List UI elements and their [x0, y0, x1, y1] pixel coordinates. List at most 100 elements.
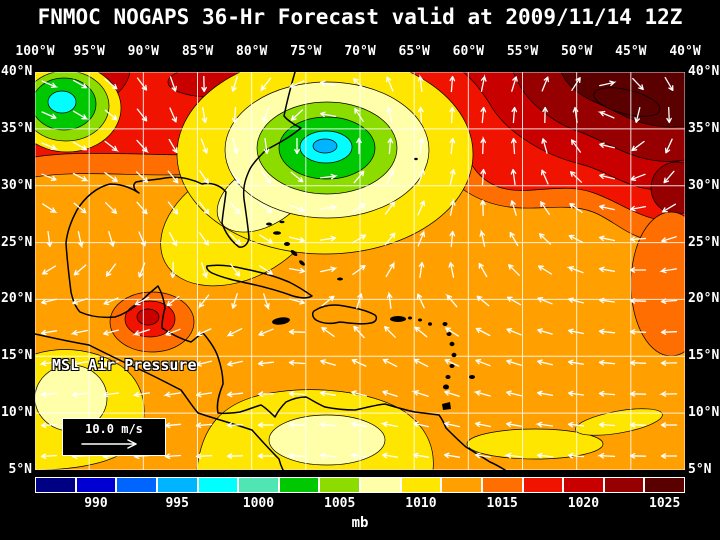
wind-arrow-icon [354, 108, 364, 122]
wind-arrow-icon [660, 329, 678, 335]
wind-arrow-icon [230, 170, 240, 184]
wind-arrow-icon [660, 360, 678, 366]
wind-arrow-icon [138, 262, 146, 278]
wind-arrow-icon [569, 171, 583, 183]
colorbar-segment [278, 477, 320, 493]
wind-arrow-icon [598, 266, 616, 273]
colorbar-tick-label: 1025 [649, 496, 681, 511]
lat-tick-label-right: 25°N [688, 234, 720, 250]
wind-arrow-icon [257, 422, 275, 428]
wind-arrow-icon [479, 229, 486, 247]
wind-arrow-icon [629, 360, 647, 366]
wind-arrow-icon [288, 390, 306, 397]
wind-arrow-icon [629, 453, 647, 459]
wind-arrow-icon [387, 137, 394, 155]
wind-arrow-icon [445, 293, 458, 308]
wind-arrow-icon [40, 329, 58, 336]
wind-arrow-icon [632, 77, 644, 91]
wind-arrow-icon [506, 359, 522, 366]
wind-arrow-icon [72, 79, 88, 89]
colorbar-tick-label: 990 [84, 496, 108, 511]
wind-arrow-icon [382, 390, 398, 397]
wind-arrow-icon [629, 205, 647, 212]
wind-arrow-icon [72, 110, 89, 120]
wind-arrow-icon [444, 358, 460, 367]
wind-arrow-icon [102, 360, 120, 367]
colorbar-segment [75, 477, 117, 493]
colorbar-unit-label: mb [351, 515, 369, 531]
wind-arrow-icon [506, 390, 522, 397]
wind-arrow-icon [288, 267, 306, 274]
wind-arrow-icon [320, 266, 338, 273]
wind-arrow-icon [596, 452, 616, 459]
wind-arrow-icon [195, 391, 213, 398]
wind-arrow-icon [413, 358, 429, 368]
wind-arrow-icon [382, 358, 398, 368]
lon-tick-label: 100°W [15, 44, 55, 59]
wind-arrow-icon [201, 262, 208, 280]
wind-arrow-icon [384, 201, 396, 215]
wind-arrow-icon [132, 391, 151, 398]
wind-arrow-icon [135, 171, 149, 183]
colorbar-tick-label: 1020 [567, 496, 600, 511]
lon-tick-label: 90°W [127, 44, 159, 59]
wind-arrow-icon [449, 230, 456, 248]
wind-arrow-icon [659, 267, 678, 274]
wind-scale-arrow-icon [81, 439, 137, 449]
wind-arrow-icon [136, 77, 148, 91]
wind-arrow-icon [629, 298, 647, 304]
wind-arrow-icon [201, 75, 207, 93]
map-title: FNMOC NOGAPS 36-Hr Forecast valid at 200… [37, 5, 683, 29]
wind-arrow-icon [509, 231, 519, 247]
wind-arrow-icon [108, 231, 115, 247]
lat-tick-label-right: 40°N [688, 64, 720, 79]
wind-arrow-icon [41, 298, 57, 305]
wind-arrow-icon [289, 298, 305, 305]
wind-arrow-icon [231, 76, 238, 92]
wind-arrow-icon [660, 422, 678, 428]
wind-arrow-icon [229, 263, 241, 277]
wind-arrow-icon [417, 200, 426, 216]
colorbar-segment [360, 477, 401, 493]
wind-arrow-icon [566, 266, 584, 274]
wind-arrow-icon [321, 295, 335, 307]
wind-arrow-icon [231, 106, 238, 124]
coastlines [35, 72, 506, 470]
wind-arrow-icon [474, 452, 492, 459]
wind-arrow-icon [538, 233, 552, 245]
wind-arrow-icon [169, 107, 178, 123]
wind-arrow-icon [597, 110, 615, 119]
wind-arrow-icon [443, 452, 461, 459]
wind-arrow-icon [263, 293, 270, 311]
wind-arrow-icon [104, 172, 118, 182]
colorbar-tick-label: 1000 [242, 496, 275, 511]
wind-arrow-icon [629, 236, 647, 243]
wind-arrow-icon [480, 74, 487, 92]
wind-arrow-icon [449, 137, 456, 155]
wind-arrow-icon [350, 421, 368, 428]
wind-arrow-icon [294, 137, 300, 155]
wind-arrow-icon [168, 231, 178, 247]
wind-arrow-icon [537, 297, 553, 305]
wind-arrow-icon [506, 296, 522, 306]
wind-arrow-icon [170, 261, 176, 279]
wind-arrow-icon [505, 421, 523, 428]
wind-arrow-icon [634, 107, 641, 123]
wind-arrow-icon [319, 235, 337, 242]
wind-arrow-icon [104, 140, 120, 152]
wind-arrow-icon [104, 78, 118, 90]
wind-arrow-icon [475, 359, 491, 367]
wind-arrow-icon [132, 329, 150, 336]
wind-arrow-icon [629, 329, 647, 335]
wind-arrow-icon [226, 453, 244, 459]
wind-arrow-icon [417, 229, 426, 247]
wind-arrow-icon [41, 142, 59, 151]
colorbar-tick-label: 1015 [486, 496, 518, 511]
wind-arrow-icon [417, 74, 424, 93]
wind-scale-label: 10.0 m/s [85, 422, 143, 436]
wind-arrow-icon [567, 421, 585, 428]
wind-arrow-icon [352, 203, 366, 213]
colorbar-segment [116, 477, 157, 493]
wind-arrow-icon [104, 109, 118, 121]
wind-arrow-icon [289, 80, 305, 89]
